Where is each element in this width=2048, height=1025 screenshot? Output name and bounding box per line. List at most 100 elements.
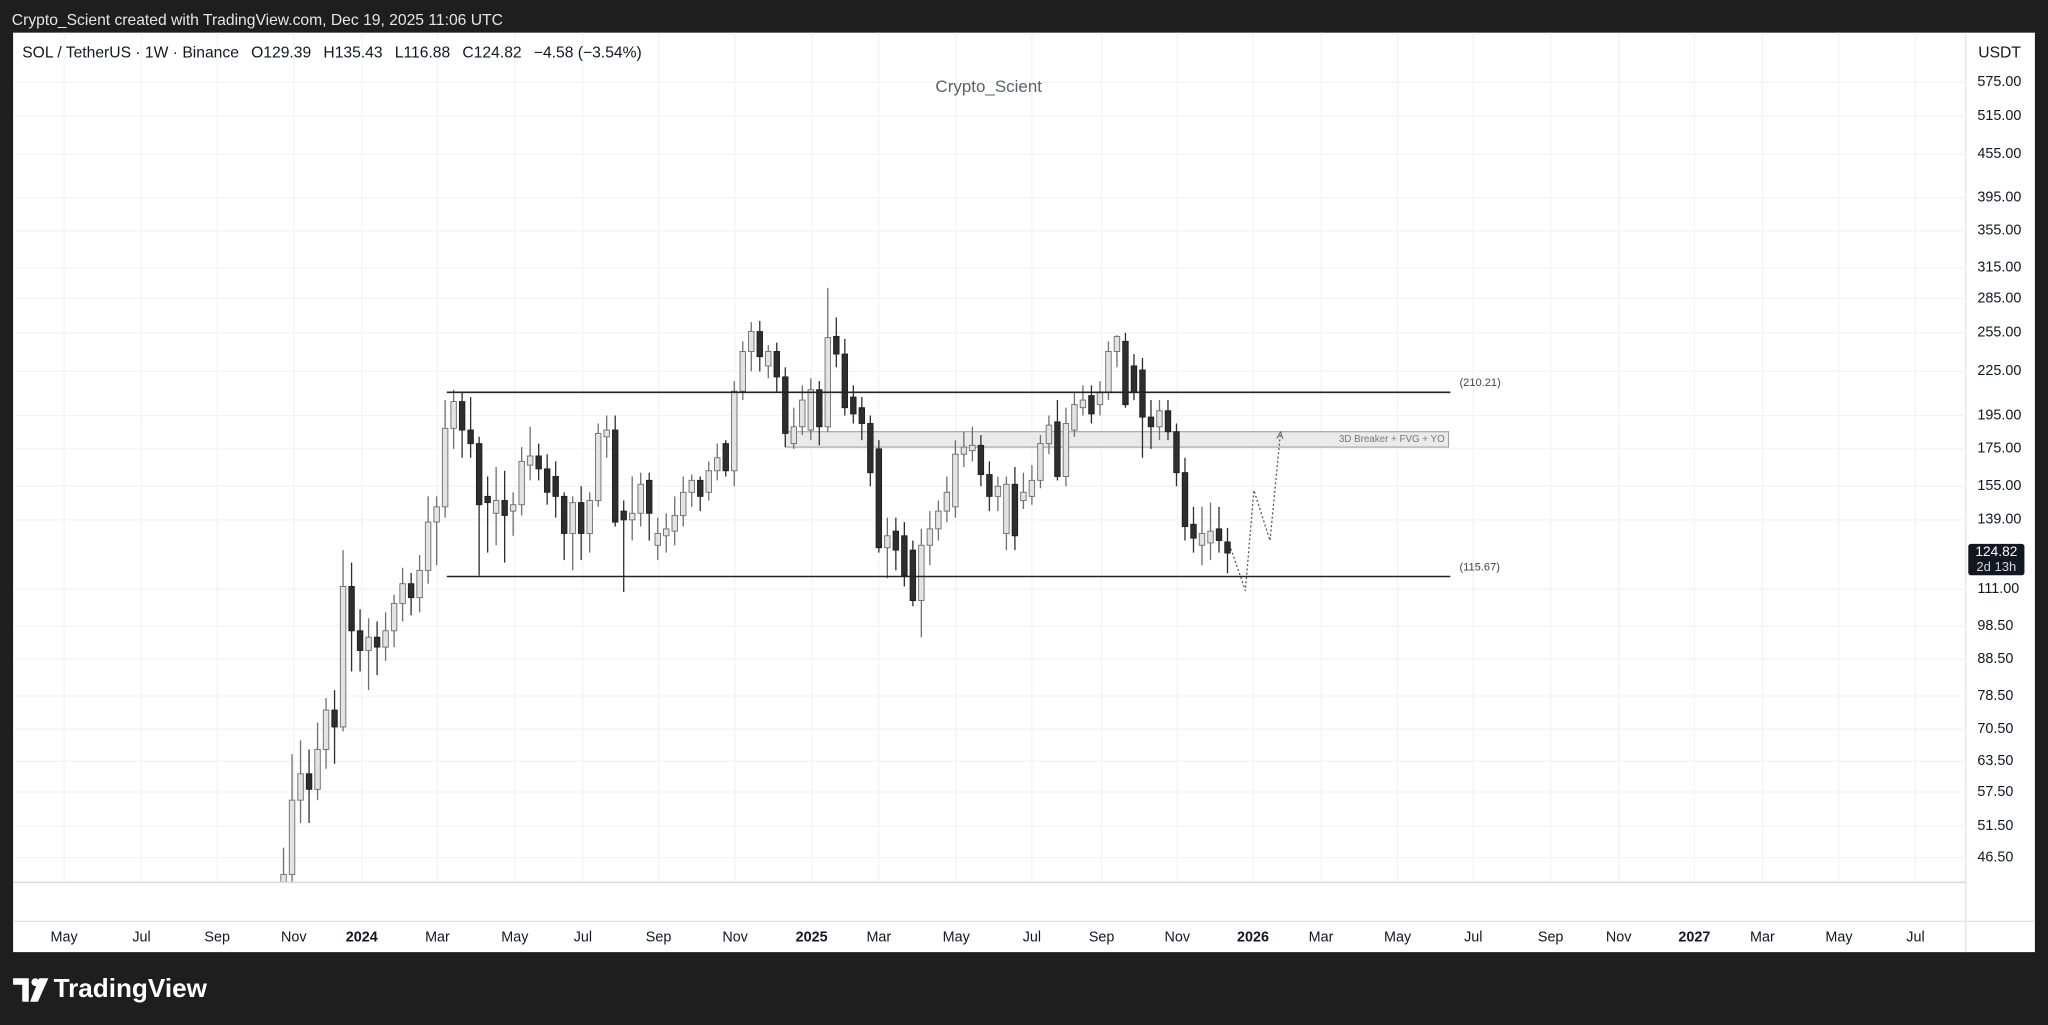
- x-tick-label: Mar: [425, 930, 450, 946]
- candle-body: [731, 390, 738, 472]
- candle-body: [773, 351, 780, 378]
- brand: TradingView: [54, 973, 208, 1003]
- candle-body: [560, 495, 568, 534]
- y-tick-label: 195.00: [1977, 407, 2021, 423]
- candle-body: [875, 448, 883, 549]
- candle-body: [705, 470, 712, 493]
- candle-body: [356, 630, 364, 651]
- bar-countdown: 2d 13h: [1976, 559, 2016, 574]
- x-tick-label: May: [943, 930, 971, 946]
- candle-body: [1105, 351, 1112, 394]
- currency: USDT: [1978, 45, 2021, 62]
- x-tick-label: May: [1384, 930, 1412, 946]
- candle-body: [1215, 528, 1223, 541]
- candle-body: [688, 479, 695, 493]
- logo-mark: [13, 978, 29, 1002]
- candle-body: [526, 455, 534, 466]
- x-tick-label: Sep: [1089, 930, 1115, 946]
- y-tick-label: 515.00: [1977, 108, 2021, 124]
- candle-body: [1224, 541, 1231, 554]
- candle-body: [509, 504, 517, 512]
- candle-body: [399, 583, 406, 604]
- brand-logo: TradingView: [13, 973, 208, 1003]
- candle-body: [935, 510, 942, 530]
- candle-body: [943, 491, 951, 512]
- candle-body: [858, 407, 866, 424]
- candle-body: [952, 453, 959, 508]
- candle-body: [424, 521, 432, 571]
- candle-body: [1079, 399, 1087, 409]
- x-tick-label: Mar: [866, 930, 891, 946]
- candle-body: [867, 423, 874, 474]
- y-tick-label: 78.50: [1977, 688, 2013, 704]
- candle-body: [926, 528, 934, 546]
- candle-body: [1113, 335, 1121, 352]
- level-label: (115.67): [1459, 561, 1500, 573]
- candle-body: [986, 474, 993, 497]
- open-label: O129.39: [251, 45, 311, 62]
- x-tick-label: 2025: [796, 930, 828, 946]
- y-tick-label: 98.50: [1977, 618, 2013, 634]
- candle-body: [977, 444, 985, 476]
- candle-body: [314, 749, 321, 790]
- candle-body: [373, 636, 381, 648]
- candle-body: [569, 502, 576, 534]
- candle-body: [671, 514, 678, 532]
- y-tick-label: 225.00: [1977, 363, 2021, 379]
- x-tick-label: Jul: [1906, 930, 1924, 946]
- y-tick-label: 285.00: [1977, 290, 2021, 306]
- candle-body: [492, 500, 500, 514]
- candle-body: [501, 500, 508, 516]
- candle-body: [1020, 491, 1027, 501]
- candle-body: [799, 399, 806, 428]
- x-tick-label: Jul: [574, 930, 592, 946]
- candle-body: [1003, 483, 1010, 534]
- candle-body: [841, 353, 849, 409]
- candle-body: [603, 429, 610, 438]
- candle-body: [280, 874, 287, 882]
- candle-body: [475, 443, 483, 506]
- candle-body: [680, 491, 687, 516]
- candle-body: [390, 602, 398, 632]
- x-tick-label: May: [501, 930, 529, 946]
- x-tick-label: Sep: [1538, 930, 1564, 946]
- candle-body: [756, 331, 763, 358]
- x-tick-label: Mar: [1750, 930, 1775, 946]
- candle-body: [297, 773, 304, 801]
- x-tick-label: May: [1825, 930, 1853, 946]
- candle-body: [518, 460, 525, 506]
- x-tick-label: Mar: [1309, 930, 1334, 946]
- candle-body: [1037, 443, 1044, 481]
- candle-body: [339, 585, 347, 728]
- x-tick-label: Nov: [722, 930, 748, 946]
- candle-body: [994, 485, 1002, 497]
- candle-body: [697, 479, 704, 497]
- logo-slash: [30, 978, 49, 1002]
- y-tick-label: 155.00: [1977, 478, 2021, 494]
- close-label: C124.82: [462, 45, 521, 62]
- candle-body: [739, 351, 746, 392]
- y-tick-label: 139.00: [1977, 512, 2021, 528]
- candle-body: [714, 457, 721, 472]
- candle-body: [586, 500, 593, 534]
- candle-body: [816, 389, 823, 428]
- candle-body: [1088, 395, 1095, 415]
- y-tick-label: 46.50: [1977, 849, 2013, 865]
- candle-body: [782, 376, 789, 434]
- x-tick-label: Nov: [1165, 930, 1191, 946]
- watermark: Crypto_Scient: [935, 77, 1042, 96]
- candle-body: [552, 476, 559, 497]
- x-tick-label: Sep: [646, 930, 672, 946]
- candle-body: [331, 709, 338, 728]
- candle-body: [620, 510, 627, 521]
- candle-body: [1062, 423, 1070, 477]
- plot-area: 3D Breaker + FVG + YO (210.21) (115.67): [280, 287, 1501, 882]
- candle-body: [467, 429, 474, 445]
- symbol-legend: SOL / TetherUS · 1W · Binance O129.39 H1…: [22, 45, 642, 62]
- candle-body: [305, 773, 313, 790]
- y-tick-label: 88.50: [1977, 651, 2013, 667]
- x-tick-label: Nov: [281, 930, 307, 946]
- candle-body: [969, 444, 976, 452]
- candle-body: [824, 337, 832, 428]
